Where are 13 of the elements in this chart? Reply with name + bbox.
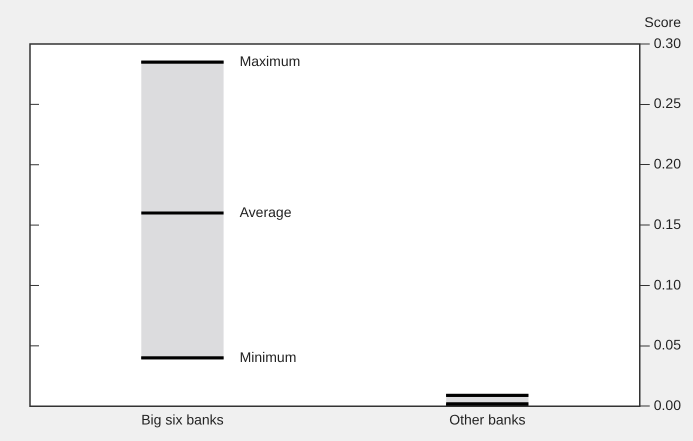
y-tick-label: 0.30 xyxy=(654,34,682,51)
y-tick-label: 0.10 xyxy=(654,276,682,292)
y-tick-label: 0.25 xyxy=(654,95,682,112)
x-tick-label: Other banks xyxy=(449,411,526,428)
annotation: Minimum xyxy=(240,348,296,365)
y-axis-title: Score xyxy=(644,14,682,30)
y-tick-label: 0.20 xyxy=(654,156,682,172)
y-tick-label: 0.15 xyxy=(654,216,682,232)
annotation: Maximum xyxy=(240,52,300,69)
y-tick-label: 0.05 xyxy=(654,336,682,353)
y-tick-label: 0.00 xyxy=(654,397,682,414)
annotation: Average xyxy=(240,204,292,220)
x-tick-label: Big six banks xyxy=(141,411,224,428)
